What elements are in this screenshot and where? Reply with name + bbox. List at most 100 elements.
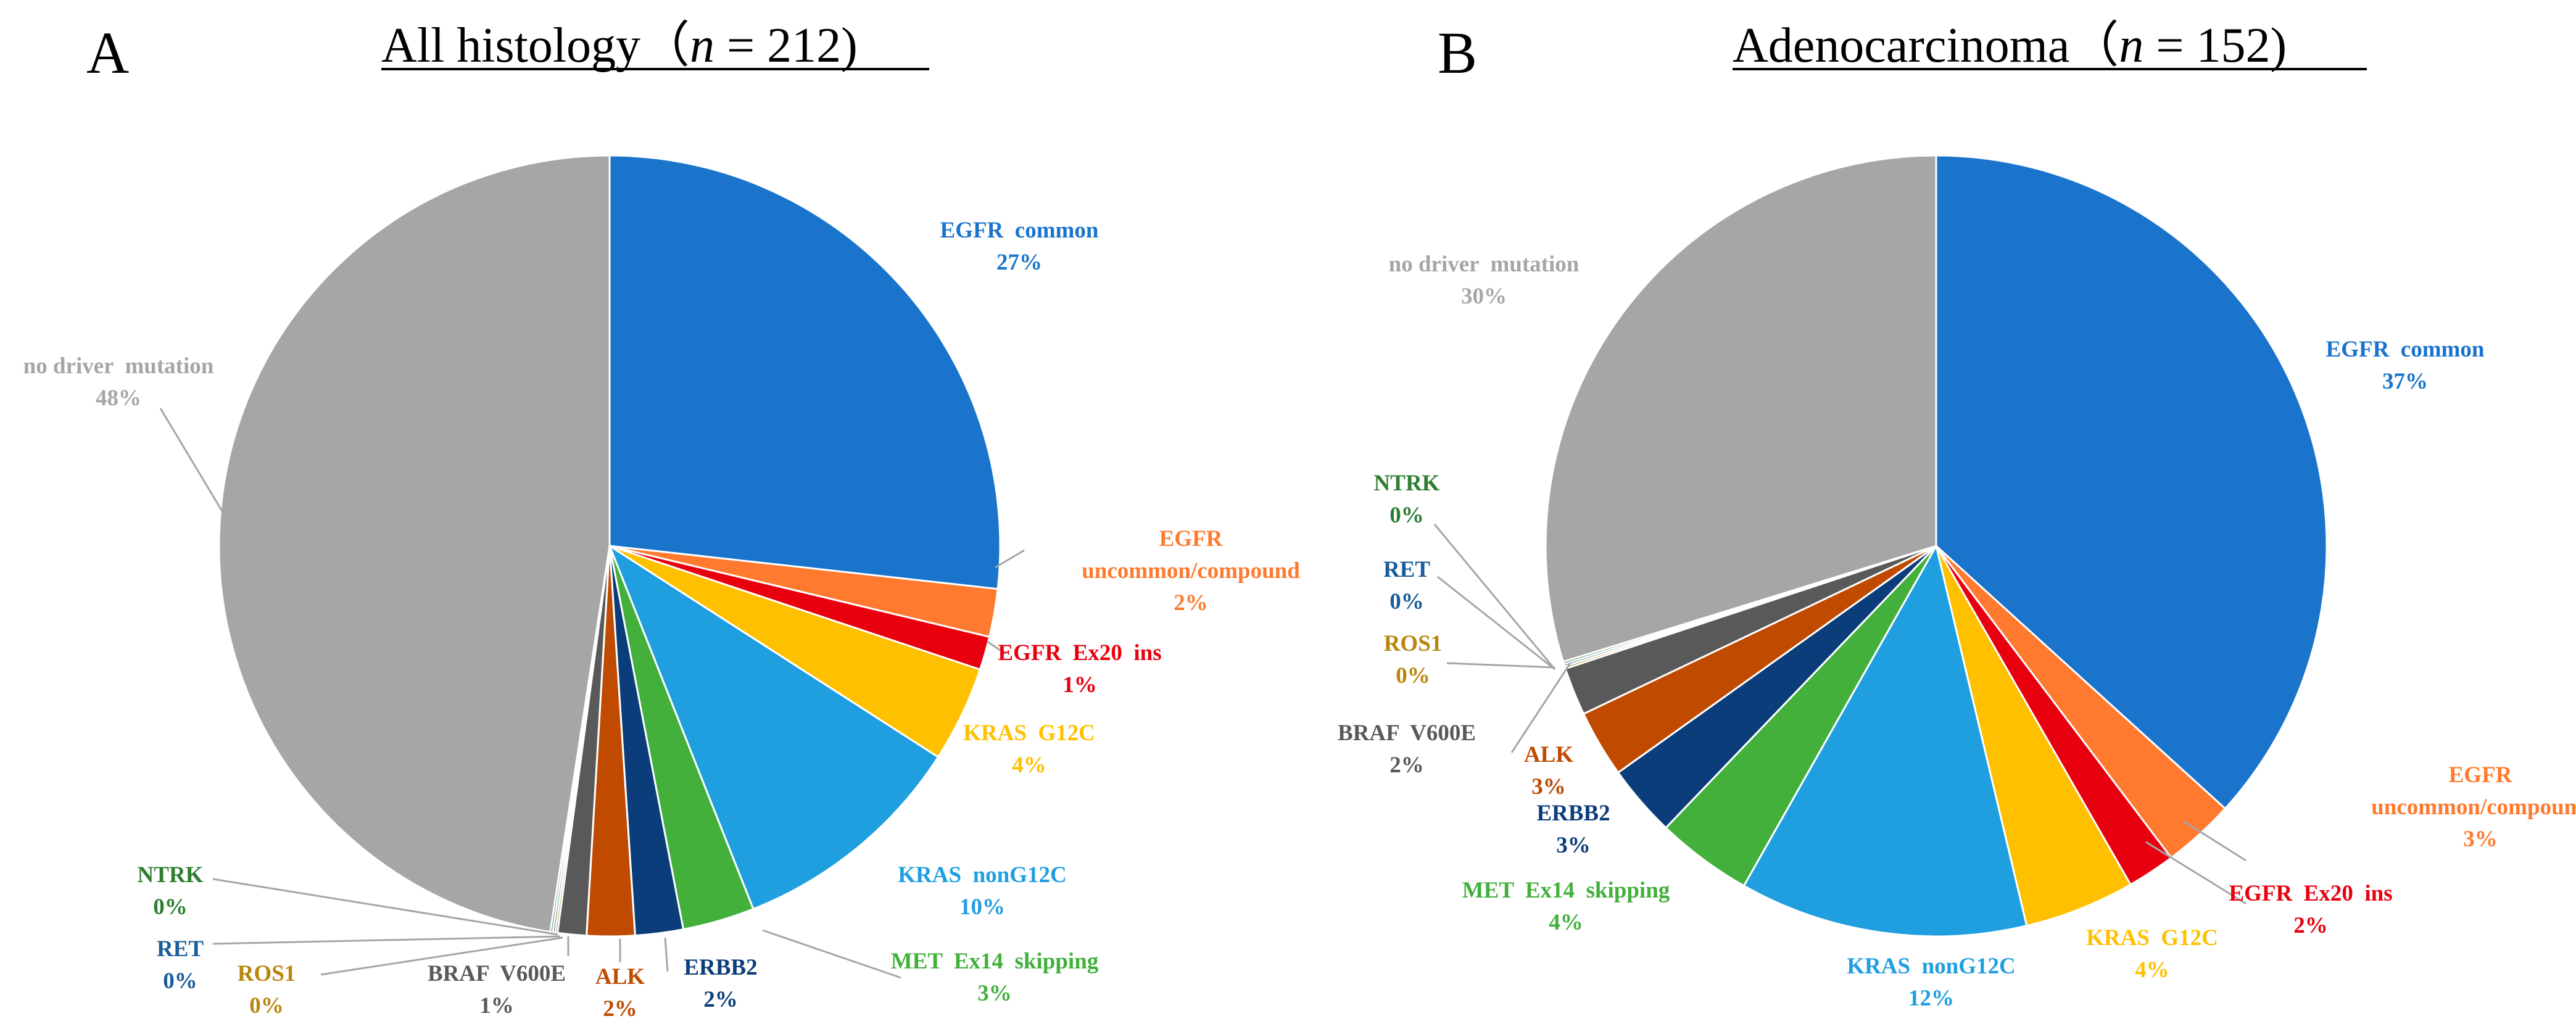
panel-letter-b: B — [1438, 20, 1477, 86]
slice-label-b-4: KRAS nonG12C 12% — [1847, 954, 2015, 1011]
leader-line-b-10 — [1437, 576, 1555, 671]
slice-label-b-7: ALK 3% — [1524, 742, 1573, 799]
slice-percent-label: 2% — [1174, 590, 1208, 616]
slice-name-label: RET — [1383, 557, 1430, 582]
slice-name-label: MET Ex14 skipping — [891, 949, 1099, 974]
slice-name-label: KRAS G12C — [2086, 925, 2218, 951]
slice-name-label: NTRK — [138, 862, 204, 888]
slice-percent-label: 4% — [1012, 753, 1046, 778]
slice-label-b-12: no driver mutation 30% — [1389, 252, 1580, 309]
slice-percent-label: 12% — [1908, 986, 1954, 1011]
leader-line-a-10 — [212, 935, 561, 945]
leader-line-a-2 — [987, 640, 1006, 655]
slice-label-a-3: KRAS G12C 4% — [963, 720, 1095, 778]
slice-label-b-9: ROS1 0% — [1384, 631, 1443, 688]
slice-percent-label: 0% — [1389, 503, 1424, 528]
slice-label-a-10: RET 0% — [157, 936, 204, 994]
slice-label-a-0: EGFR common 27% — [940, 218, 1099, 275]
chart-title-a-open: （ — [640, 19, 690, 73]
slice-percent-label: 4% — [1549, 910, 1583, 935]
slice-percent-label: 0% — [153, 894, 188, 920]
slice-label-a-4: KRAS nonG12C 10% — [898, 862, 1066, 920]
slice-percent-label: 3% — [2463, 827, 2498, 852]
slice-name-label: EGFR — [2449, 762, 2513, 788]
slice-percent-label: 1% — [479, 993, 514, 1018]
slice-percent-label: 4% — [2135, 957, 2169, 983]
slice-name-label: uncommon/compound — [1082, 558, 1300, 584]
slice-name-label: NTRK — [1374, 471, 1440, 496]
chart-title-b-open: （ — [2069, 19, 2119, 73]
pie-slice-a-4 — [607, 543, 940, 910]
slice-label-a-7: ALK 2% — [595, 964, 645, 1022]
slice-percent-label: 0% — [163, 968, 197, 994]
slice-name-label: KRAS nonG12C — [1847, 954, 2015, 979]
leader-line-b-11 — [1433, 524, 1556, 670]
slice-label-b-2: EGFR Ex20 ins 2% — [2229, 881, 2392, 938]
slice-percent-label: 0% — [1396, 663, 1430, 688]
slice-name-label: KRAS nonG12C — [898, 862, 1066, 888]
slice-percent-label: 1% — [1062, 672, 1097, 698]
chart-title-a: All histology（n = 212) — [381, 19, 858, 73]
slice-percent-label: 27% — [996, 250, 1042, 275]
chart-title-a-rest: = 212) — [714, 19, 858, 73]
slice-name-label: EGFR common — [2326, 337, 2485, 362]
slice-label-b-6: ERBB2 3% — [1536, 801, 1610, 858]
slice-percent-label: 2% — [1389, 753, 1424, 778]
slice-name-label: ALK — [595, 964, 645, 989]
slice-name-label: RET — [157, 936, 204, 962]
leader-line-a-12 — [159, 408, 225, 514]
chart-title-b-n: n — [2119, 19, 2143, 73]
leader-line-a-6 — [664, 937, 669, 972]
slice-name-label: ROS1 — [238, 961, 296, 986]
slice-label-a-9: ROS1 0% — [238, 961, 296, 1018]
pie-chart-a: EGFR common 27%EGFR uncommon/compound 2%EGF… — [23, 154, 1300, 1022]
slice-percent-label: 10% — [959, 894, 1005, 920]
chart-title-b-main: Adenocarcinoma — [1733, 19, 2069, 73]
chart-title-a-n: n — [690, 19, 714, 73]
pie-slice-b-12 — [1544, 154, 1937, 663]
slice-name-label: EGFR Ex20 ins — [2229, 881, 2392, 906]
leader-line-b-2 — [2145, 841, 2247, 905]
slice-percent-label: 48% — [96, 386, 141, 411]
chart-title-b: Adenocarcinoma（n = 152) — [1733, 19, 2287, 73]
slice-name-label: EGFR common — [940, 218, 1099, 243]
slice-label-b-10: RET 0% — [1383, 557, 1430, 614]
leader-line-a-11 — [212, 878, 558, 936]
slice-label-a-12: no driver mutation 48% — [23, 353, 214, 411]
slice-label-b-11: NTRK 0% — [1374, 471, 1440, 528]
pie-slice-b-4 — [1742, 543, 2028, 938]
slice-name-label: ERBB2 — [1536, 801, 1610, 826]
slice-label-a-6: ERBB2 2% — [684, 955, 757, 1012]
slice-label-a-1: EGFR uncommon/compound 2% — [1082, 526, 1300, 616]
slice-percent-label: 2% — [703, 987, 738, 1012]
panel-letter-a: A — [86, 20, 129, 86]
slice-label-b-1: EGFR uncommon/compound 3% — [2371, 762, 2576, 852]
slice-name-label: KRAS G12C — [963, 720, 1095, 746]
leader-line-b-9 — [1446, 662, 1555, 669]
slice-percent-label: 3% — [1556, 833, 1591, 858]
slice-label-a-8: BRAF V600E 1% — [428, 961, 566, 1018]
slice-label-b-5: MET Ex14 skipping 4% — [1462, 878, 1670, 935]
slice-label-a-2: EGFR Ex20 ins 1% — [998, 640, 1161, 698]
slice-label-b-3: KRAS G12C 4% — [2086, 925, 2218, 983]
slice-percent-label: 0% — [249, 993, 284, 1018]
slice-label-b-8: BRAF V600E 2% — [1338, 720, 1476, 778]
chart-title-b-rest: = 152) — [2143, 19, 2287, 73]
pie-chart-b: EGFR common 37%EGFR uncommon/compound 3%EGF… — [1338, 154, 2576, 1011]
leader-line-a-1 — [995, 549, 1025, 569]
slice-name-label: BRAF V600E — [1338, 720, 1476, 746]
slice-name-label: EGFR — [1159, 526, 1224, 551]
slice-name-label: ROS1 — [1384, 631, 1443, 656]
slice-percent-label: 3% — [977, 981, 1012, 1006]
pie-slice-a-0 — [608, 154, 1001, 590]
slice-percent-label: 2% — [603, 996, 637, 1022]
slice-name-label: ERBB2 — [684, 955, 757, 980]
chart-title-a-main: All histology — [381, 19, 640, 73]
slice-label-a-11: NTRK 0% — [138, 862, 204, 920]
slice-label-b-0: EGFR common 37% — [2326, 337, 2485, 394]
leader-line-a-5 — [762, 929, 901, 979]
slice-percent-label: 30% — [1461, 284, 1507, 309]
pie-slice-b-0 — [1935, 154, 2328, 810]
leader-line-b-1 — [2184, 820, 2247, 862]
